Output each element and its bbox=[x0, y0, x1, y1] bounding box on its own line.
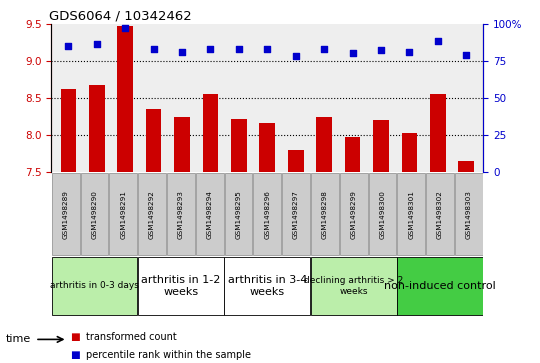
Bar bbox=[89, 85, 105, 172]
Text: ■: ■ bbox=[70, 332, 80, 342]
Bar bbox=[345, 137, 360, 172]
Point bbox=[149, 46, 158, 52]
Text: transformed count: transformed count bbox=[86, 332, 177, 342]
Text: GSM1498303: GSM1498303 bbox=[466, 190, 472, 238]
Bar bbox=[138, 173, 166, 255]
Text: GSM1498296: GSM1498296 bbox=[264, 190, 271, 238]
Text: GSM1498293: GSM1498293 bbox=[178, 190, 184, 238]
Bar bbox=[167, 173, 195, 255]
Bar bbox=[253, 173, 281, 255]
Text: percentile rank within the sample: percentile rank within the sample bbox=[86, 350, 252, 360]
Point bbox=[292, 53, 300, 59]
Point bbox=[405, 49, 414, 55]
Text: GSM1498297: GSM1498297 bbox=[293, 190, 299, 238]
Bar bbox=[373, 120, 389, 172]
Text: GSM1498290: GSM1498290 bbox=[91, 190, 98, 238]
Text: ■: ■ bbox=[70, 350, 80, 360]
Point bbox=[234, 46, 243, 52]
Text: GSM1498301: GSM1498301 bbox=[408, 190, 414, 238]
Bar bbox=[311, 257, 396, 315]
Text: GSM1498295: GSM1498295 bbox=[235, 190, 241, 238]
Bar bbox=[282, 173, 310, 255]
Bar bbox=[260, 123, 275, 172]
Bar bbox=[426, 173, 454, 255]
Bar bbox=[402, 133, 417, 172]
Bar bbox=[146, 109, 161, 172]
Bar bbox=[174, 117, 190, 172]
Bar bbox=[52, 173, 79, 255]
Bar bbox=[80, 173, 109, 255]
Bar bbox=[397, 257, 483, 315]
Bar bbox=[202, 94, 218, 172]
Bar bbox=[117, 26, 133, 172]
Bar bbox=[458, 161, 474, 172]
Point bbox=[462, 52, 470, 58]
Bar bbox=[138, 257, 224, 315]
Point bbox=[434, 38, 442, 44]
Point bbox=[121, 25, 130, 31]
Point bbox=[377, 48, 386, 53]
Bar bbox=[196, 173, 224, 255]
Point bbox=[92, 41, 101, 47]
Text: GSM1498289: GSM1498289 bbox=[63, 190, 69, 238]
Bar bbox=[225, 257, 310, 315]
Text: GSM1498291: GSM1498291 bbox=[120, 190, 126, 238]
Text: GSM1498292: GSM1498292 bbox=[149, 190, 155, 238]
Bar bbox=[288, 150, 303, 172]
Bar bbox=[397, 173, 425, 255]
Point bbox=[263, 46, 272, 52]
Bar bbox=[430, 94, 446, 172]
Text: arthritis in 3-4
weeks: arthritis in 3-4 weeks bbox=[228, 275, 307, 297]
Bar bbox=[316, 117, 332, 172]
Bar bbox=[231, 119, 247, 172]
Point bbox=[178, 49, 186, 55]
Text: GSM1498302: GSM1498302 bbox=[437, 190, 443, 238]
Bar bbox=[311, 173, 339, 255]
Text: non-induced control: non-induced control bbox=[384, 281, 496, 291]
Text: declining arthritis > 2
weeks: declining arthritis > 2 weeks bbox=[304, 276, 403, 295]
Point bbox=[206, 46, 215, 52]
Bar bbox=[52, 257, 137, 315]
Point bbox=[64, 43, 73, 49]
Text: arthritis in 1-2
weeks: arthritis in 1-2 weeks bbox=[141, 275, 220, 297]
Bar bbox=[455, 173, 483, 255]
Text: arthritis in 0-3 days: arthritis in 0-3 days bbox=[50, 281, 139, 290]
Text: GSM1498298: GSM1498298 bbox=[322, 190, 328, 238]
Text: GDS6064 / 10342462: GDS6064 / 10342462 bbox=[49, 9, 192, 23]
Bar bbox=[110, 173, 137, 255]
Bar bbox=[369, 173, 396, 255]
Point bbox=[320, 46, 328, 52]
Text: GSM1498299: GSM1498299 bbox=[350, 190, 357, 238]
Text: GSM1498300: GSM1498300 bbox=[380, 190, 386, 238]
Point bbox=[348, 50, 357, 56]
Bar bbox=[225, 173, 252, 255]
Bar bbox=[60, 89, 76, 172]
Bar bbox=[340, 173, 368, 255]
Text: time: time bbox=[5, 334, 31, 344]
Text: GSM1498294: GSM1498294 bbox=[207, 190, 213, 238]
